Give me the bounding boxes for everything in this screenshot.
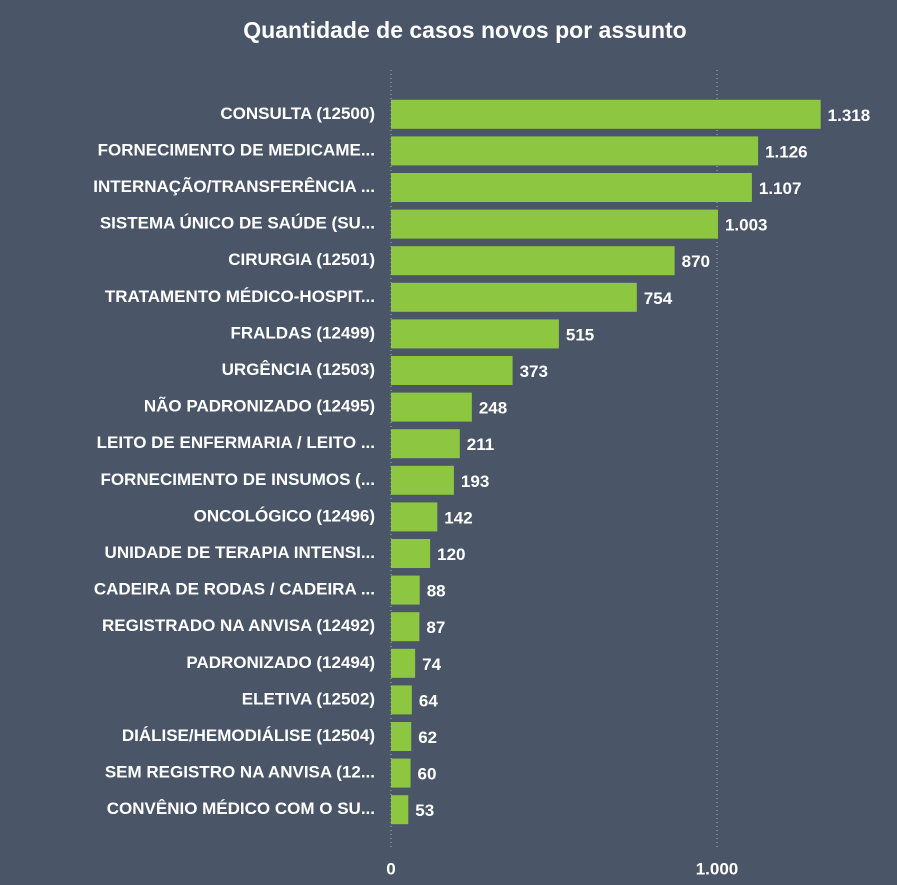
value-label: 142 bbox=[444, 508, 472, 527]
y-tick-label: NÃO PADRONIZADO (12495) bbox=[144, 396, 375, 416]
value-label: 870 bbox=[682, 252, 710, 271]
bar bbox=[391, 539, 431, 568]
y-tick-label: URGÊNCIA (12503) bbox=[222, 360, 375, 379]
y-tick-label: INTERNAÇÃO/TRANSFERÊNCIA ... bbox=[93, 176, 375, 196]
value-label: 1.107 bbox=[759, 179, 802, 198]
bar bbox=[391, 502, 438, 532]
value-label: 60 bbox=[418, 765, 437, 784]
bar bbox=[391, 575, 420, 605]
bar bbox=[391, 209, 718, 239]
x-tick-label: 1.000 bbox=[696, 859, 739, 878]
value-label: 1.003 bbox=[725, 216, 768, 235]
bar bbox=[391, 392, 472, 422]
bar bbox=[391, 319, 559, 349]
value-label: 754 bbox=[644, 289, 673, 308]
value-label: 74 bbox=[422, 655, 441, 674]
y-tick-label: REGISTRADO NA ANVISA (12492) bbox=[102, 616, 375, 635]
y-tick-label: CONVÊNIO MÉDICO COM O SU... bbox=[107, 799, 375, 818]
y-tick-label: SEM REGISTRO NA ANVISA (12... bbox=[105, 763, 375, 782]
bar bbox=[391, 795, 409, 825]
value-label: 120 bbox=[437, 545, 465, 564]
value-label: 1.126 bbox=[765, 142, 808, 161]
x-tick-label: 0 bbox=[386, 859, 395, 878]
y-tick-label: CONSULTA (12500) bbox=[220, 104, 375, 123]
y-tick-label: SISTEMA ÚNICO DE SAÚDE (SU... bbox=[100, 214, 375, 233]
y-tick-label: LEITO DE ENFERMARIA / LEITO ... bbox=[97, 433, 375, 452]
y-tick-label: TRATAMENTO MÉDICO-HOSPIT... bbox=[105, 287, 375, 306]
y-tick-label: ELETIVA (12502) bbox=[242, 689, 375, 708]
bar bbox=[391, 465, 454, 495]
y-tick-label: FRALDAS (12499) bbox=[230, 323, 375, 342]
value-label: 248 bbox=[479, 399, 507, 418]
y-tick-label: ONCOLÓGICO (12496) bbox=[194, 506, 375, 525]
bar bbox=[391, 758, 411, 788]
bar bbox=[391, 136, 759, 166]
y-tick-label: CADEIRA DE RODAS / CADEIRA ... bbox=[94, 580, 375, 599]
value-label: 53 bbox=[415, 801, 434, 820]
y-tick-label: UNIDADE DE TERAPIA INTENSI... bbox=[105, 543, 375, 562]
bar bbox=[391, 612, 420, 642]
value-label: 373 bbox=[520, 362, 548, 381]
value-label: 62 bbox=[418, 728, 437, 747]
value-label: 64 bbox=[419, 691, 438, 710]
value-label: 87 bbox=[426, 618, 445, 637]
value-label: 1.318 bbox=[828, 106, 871, 125]
value-label: 515 bbox=[566, 325, 594, 344]
value-label: 211 bbox=[467, 435, 494, 454]
y-tick-label: FORNECIMENTO DE INSUMOS (... bbox=[100, 470, 375, 489]
bar bbox=[391, 173, 752, 202]
y-tick-label: PADRONIZADO (12494) bbox=[186, 653, 375, 672]
y-tick-label: CIRURGIA (12501) bbox=[228, 250, 375, 269]
bar bbox=[391, 722, 412, 751]
y-tick-label: FORNECIMENTO DE MEDICAME... bbox=[98, 140, 375, 159]
bar bbox=[391, 99, 821, 129]
chart-title: Quantidade de casos novos por assunto bbox=[243, 17, 686, 43]
bar bbox=[391, 648, 416, 678]
y-tick-label: DIÁLISE/HEMODIÁLISE (12504) bbox=[122, 726, 375, 745]
bar bbox=[391, 356, 513, 385]
bar bbox=[391, 246, 675, 276]
value-label: 88 bbox=[427, 582, 446, 601]
bar bbox=[391, 282, 637, 312]
value-label: 193 bbox=[461, 472, 489, 491]
bar bbox=[391, 429, 460, 459]
bar bbox=[391, 685, 412, 715]
